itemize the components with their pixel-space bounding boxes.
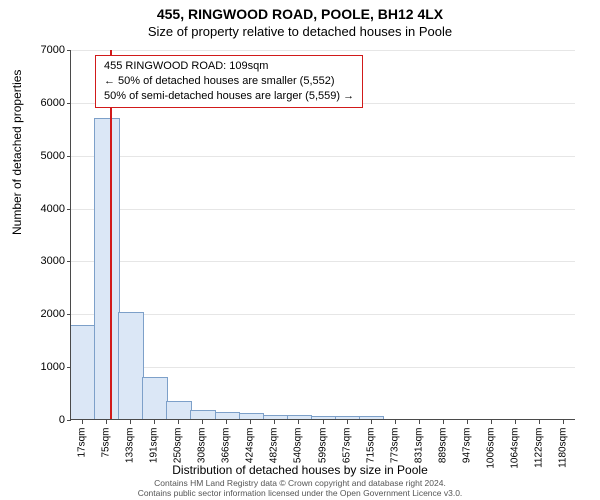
x-tick-label: 250sqm	[173, 428, 184, 478]
x-tick-mark	[154, 420, 155, 424]
x-tick-label: 599sqm	[317, 428, 328, 478]
x-tick-mark	[106, 420, 107, 424]
x-tick-label: 1122sqm	[533, 428, 544, 478]
info-box-line3: 50% of semi-detached houses are larger (…	[104, 89, 354, 104]
x-tick-label: 482sqm	[269, 428, 280, 478]
x-tick-label: 133sqm	[125, 428, 136, 478]
y-tick-label: 7000	[15, 44, 65, 56]
bar	[70, 325, 96, 420]
x-tick-mark	[250, 420, 251, 424]
x-tick-mark	[226, 420, 227, 424]
chart-title-main: 455, RINGWOOD ROAD, POOLE, BH12 4LX	[0, 0, 600, 22]
gridline	[70, 314, 575, 315]
x-tick-mark	[130, 420, 131, 424]
x-tick-label: 75sqm	[101, 428, 112, 478]
y-tick-mark	[67, 367, 71, 368]
x-tick-mark	[419, 420, 420, 424]
x-tick-mark	[323, 420, 324, 424]
y-tick-label: 2000	[15, 308, 65, 320]
x-tick-mark	[347, 420, 348, 424]
x-tick-label: 1006sqm	[485, 428, 496, 478]
info-box: 455 RINGWOOD ROAD: 109sqm ← 50% of detac…	[95, 55, 363, 108]
x-tick-mark	[202, 420, 203, 424]
x-tick-label: 657sqm	[341, 428, 352, 478]
y-tick-mark	[67, 314, 71, 315]
gridline	[70, 261, 575, 262]
x-tick-label: 540sqm	[293, 428, 304, 478]
x-tick-mark	[491, 420, 492, 424]
y-tick-mark	[67, 156, 71, 157]
gridline	[70, 156, 575, 157]
chart-title-sub: Size of property relative to detached ho…	[0, 22, 600, 43]
y-tick-label: 0	[15, 414, 65, 426]
y-tick-label: 4000	[15, 203, 65, 215]
y-tick-mark	[67, 209, 71, 210]
x-tick-mark	[395, 420, 396, 424]
x-tick-label: 889sqm	[437, 428, 448, 478]
x-tick-label: 366sqm	[221, 428, 232, 478]
footer-line1: Contains HM Land Registry data © Crown c…	[0, 478, 600, 488]
x-tick-label: 773sqm	[389, 428, 400, 478]
bar	[118, 312, 144, 420]
x-tick-mark	[298, 420, 299, 424]
chart-container: 455, RINGWOOD ROAD, POOLE, BH12 4LX Size…	[0, 0, 600, 500]
footer-line2: Contains public sector information licen…	[0, 488, 600, 498]
bar	[166, 401, 192, 421]
info-box-line1: 455 RINGWOOD ROAD: 109sqm	[104, 59, 354, 74]
x-tick-label: 424sqm	[245, 428, 256, 478]
y-tick-label: 3000	[15, 255, 65, 267]
gridline	[70, 367, 575, 368]
y-tick-mark	[67, 50, 71, 51]
x-tick-mark	[274, 420, 275, 424]
gridline	[70, 209, 575, 210]
bar	[94, 118, 120, 420]
y-tick-mark	[67, 420, 71, 421]
x-tick-label: 17sqm	[77, 428, 88, 478]
x-tick-label: 308sqm	[197, 428, 208, 478]
y-tick-mark	[67, 103, 71, 104]
x-tick-mark	[82, 420, 83, 424]
x-tick-mark	[539, 420, 540, 424]
y-axis-line	[70, 50, 71, 420]
x-tick-label: 715sqm	[365, 428, 376, 478]
x-tick-mark	[467, 420, 468, 424]
gridline	[70, 50, 575, 51]
bar	[142, 377, 168, 420]
x-tick-mark	[178, 420, 179, 424]
x-tick-label: 1064sqm	[509, 428, 520, 478]
y-tick-mark	[67, 261, 71, 262]
y-tick-label: 6000	[15, 97, 65, 109]
x-tick-mark	[515, 420, 516, 424]
info-box-line2: ← 50% of detached houses are smaller (5,…	[104, 74, 354, 89]
x-tick-mark	[563, 420, 564, 424]
x-tick-label: 831sqm	[413, 428, 424, 478]
x-tick-label: 1180sqm	[557, 428, 568, 478]
x-tick-label: 191sqm	[149, 428, 160, 478]
footer: Contains HM Land Registry data © Crown c…	[0, 478, 600, 500]
y-tick-label: 1000	[15, 361, 65, 373]
x-tick-label: 947sqm	[461, 428, 472, 478]
y-tick-label: 5000	[15, 150, 65, 162]
x-tick-mark	[371, 420, 372, 424]
x-tick-mark	[443, 420, 444, 424]
